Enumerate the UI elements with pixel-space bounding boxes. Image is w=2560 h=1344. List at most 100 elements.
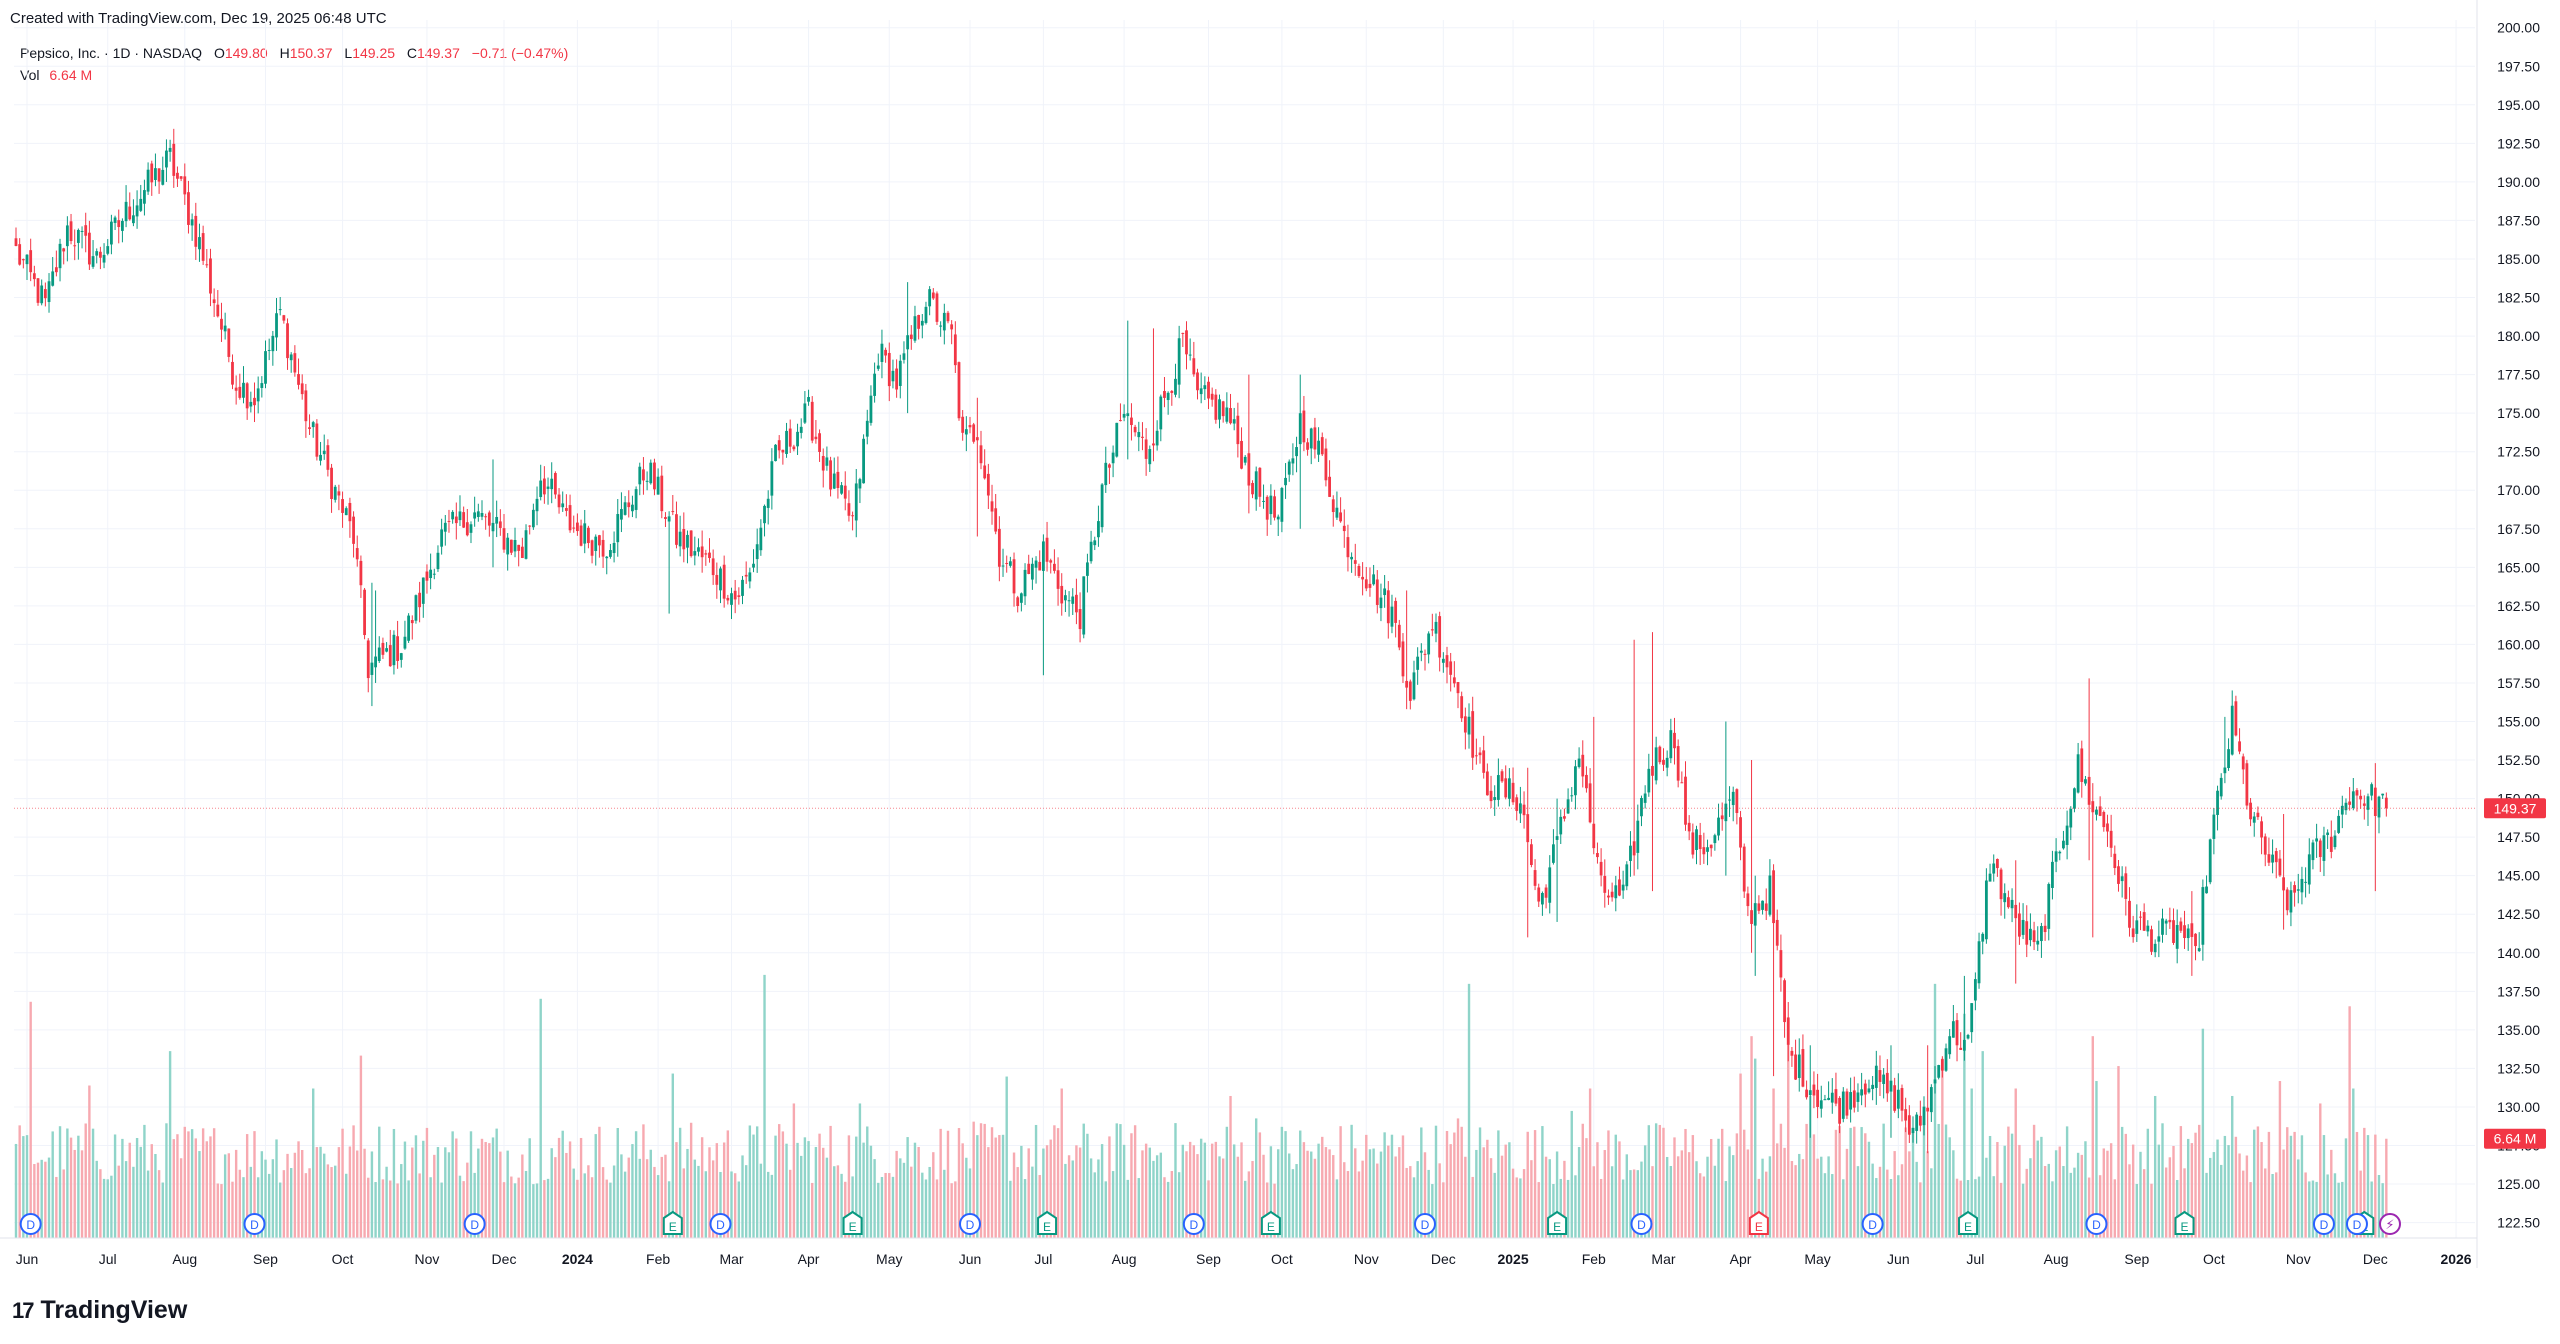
candle [1702,832,1706,864]
candle [671,495,675,516]
candle [1797,1038,1801,1092]
candle [418,581,422,623]
candle [65,216,69,262]
candle [1937,1064,1941,1080]
volume-bar [1878,1166,1882,1238]
candle [2216,785,2219,831]
volume-bar [2190,1143,2194,1238]
candle [517,544,521,567]
candle [575,513,579,536]
time-tick-label: Dec [1431,1251,1456,1267]
volume-bar [800,1155,803,1238]
volume-bar [697,1165,700,1238]
price-tick-label: 165.00 [2497,559,2540,575]
candle [286,318,289,370]
candle [990,484,994,525]
candle [333,484,337,503]
candle [146,162,150,195]
grid [14,20,2475,1238]
candle [931,288,935,300]
volume-bar [1464,1156,1467,1238]
candle [176,166,179,187]
volume-bar [829,1125,832,1238]
time-axis[interactable]: Jun Jul Aug Sep Oct Nov Dec 2024 Feb Mar Apr May Jun… [0,1237,2477,1267]
candle [308,414,311,435]
candle [667,511,671,614]
candle [909,325,913,350]
candle [443,515,447,546]
price-tick-label: 135.00 [2497,1022,2540,1038]
volume-bar [1357,1171,1361,1238]
candle [1306,438,1309,456]
candle [2006,890,2010,909]
candle [2161,908,2164,943]
volume-bar [770,1174,774,1238]
candle [722,555,726,608]
volume-bar [2249,1182,2252,1238]
candle [1320,432,1324,457]
candle [1331,495,1335,527]
volume-bar [495,1128,498,1238]
tradingview-brand[interactable]: 17 TradingView [12,1296,187,1325]
candle [1636,804,1640,870]
candle [1790,1046,1794,1067]
candle [337,484,341,511]
candle [110,214,113,255]
candle [524,524,528,560]
candle [649,459,653,485]
volume-bar [194,1138,197,1238]
candle [601,530,605,568]
candle [1474,738,1478,765]
candle [1779,934,1783,992]
price-tick-label: 192.50 [2497,135,2540,151]
candle [1152,328,1155,462]
volume-bar [576,1179,579,1238]
volume-bar [1768,1156,1772,1238]
volume-bar [502,1182,506,1238]
volume-bar [943,1169,946,1238]
candle [1621,870,1625,899]
price-tick-label: 137.50 [2497,983,2540,999]
volume-bar [554,1157,557,1238]
time-tick-label: Jun [959,1251,982,1267]
symbol-label[interactable]: Pepsico, Inc. · 1D · NASDAQ [20,45,203,61]
earnings-marker: E [1547,1210,1568,1235]
svg-text:E: E [1267,1220,1275,1234]
candle [363,587,366,640]
volume-bar [1431,1184,1434,1238]
volume-bar [1288,1153,1291,1238]
volume-bar [124,1161,128,1238]
candle [113,215,117,231]
volume-bar [374,1182,377,1238]
candle [2315,823,2319,858]
volume-bar [1405,1167,1408,1238]
volume-bar [579,1137,583,1238]
volume-bar [744,1165,748,1238]
candle [40,279,44,306]
volume-bar [869,1145,873,1238]
candle [1159,394,1163,442]
candle [179,175,183,182]
candle [1350,552,1354,573]
volume-bar [2010,1133,2014,1238]
candle [1199,372,1203,404]
candle [183,163,187,205]
volume-label[interactable]: Vol [20,67,40,83]
volume-bar [2227,1145,2230,1238]
candle [1489,775,1493,809]
earnings-marker: E [1958,1210,1979,1235]
candle [583,509,587,554]
volume-bar [168,1051,172,1238]
candle [1856,1083,1860,1112]
candle [763,504,766,537]
candle [1019,592,1023,612]
volume-bar [1365,1134,1368,1238]
candle [355,535,359,567]
price-axis[interactable]: 200.00 197.50 195.00 192.50 190.00 187.50 185.… [2476,0,2546,1268]
volume-bar [488,1143,491,1238]
volume-bar [2267,1131,2271,1238]
volume-bar [1221,1158,1225,1238]
volume-bar [642,1124,645,1238]
volume-bar [1816,1158,1819,1238]
